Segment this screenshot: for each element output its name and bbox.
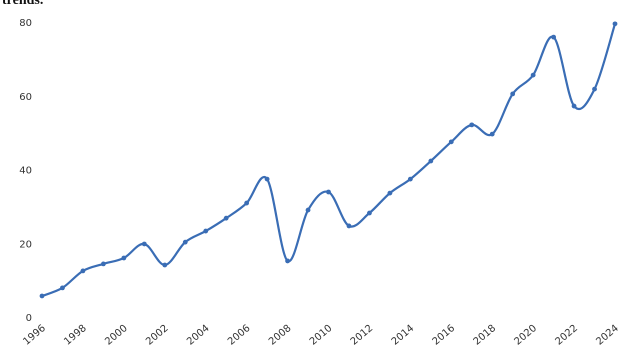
y-tick-label: 80	[19, 18, 32, 29]
x-tick-label: 2000	[103, 323, 130, 348]
y-tick-label: 20	[19, 239, 32, 250]
point	[182, 239, 188, 245]
point	[305, 207, 311, 213]
point	[264, 176, 270, 182]
point	[571, 103, 577, 109]
x-tick-label: 2020	[513, 323, 540, 348]
chart-title: trends.	[2, 0, 43, 8]
point	[121, 255, 127, 261]
x-tick-label: 1996	[21, 323, 48, 348]
x-tick-label: 2018	[472, 323, 499, 348]
point	[387, 190, 393, 196]
point	[510, 91, 516, 97]
point	[203, 228, 209, 234]
x-tick-label: 2008	[267, 323, 294, 348]
y-tick-label: 40	[19, 166, 32, 177]
point	[244, 200, 250, 206]
x-tick-label: 2014	[390, 323, 417, 348]
point	[469, 122, 475, 128]
point	[530, 72, 536, 78]
point	[80, 268, 86, 274]
point	[326, 189, 331, 195]
x-tick-label: 2024	[594, 323, 621, 348]
x-tick-label: 2016	[431, 323, 458, 348]
x-tick-label: 1998	[62, 323, 89, 348]
point	[60, 285, 65, 291]
point	[162, 262, 168, 268]
point	[285, 258, 290, 264]
line	[41, 23, 617, 298]
x-tick-label: 2006	[226, 323, 253, 348]
point	[489, 131, 495, 137]
point	[428, 158, 434, 164]
x-tick-label: 2010	[308, 323, 335, 348]
x-tick-label: 2002	[144, 323, 171, 348]
x-tick-label: 2004	[185, 323, 212, 348]
y-tick-label: 0	[26, 313, 32, 324]
point	[551, 34, 557, 40]
point	[448, 139, 454, 145]
point	[223, 215, 229, 221]
y-tick-label: 60	[19, 92, 32, 103]
point	[141, 241, 147, 247]
point	[346, 223, 352, 229]
x-tick-label: 2022	[553, 323, 580, 348]
point	[367, 210, 372, 216]
point	[100, 261, 106, 267]
point	[612, 21, 618, 27]
point	[407, 176, 413, 182]
point	[39, 293, 45, 299]
x-tick-label: 2012	[349, 323, 376, 348]
point	[592, 86, 597, 92]
